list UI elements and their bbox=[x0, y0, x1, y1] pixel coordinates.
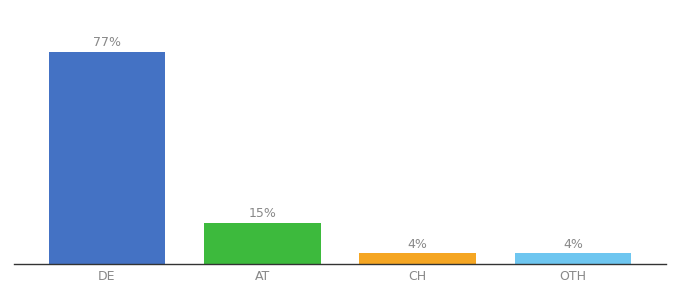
Text: 77%: 77% bbox=[93, 36, 121, 50]
Bar bbox=[360, 253, 476, 264]
Text: 4%: 4% bbox=[408, 238, 428, 251]
Text: 4%: 4% bbox=[563, 238, 583, 251]
Bar bbox=[204, 223, 320, 264]
Bar bbox=[48, 52, 165, 264]
Bar bbox=[515, 253, 632, 264]
Text: 15%: 15% bbox=[248, 207, 276, 220]
